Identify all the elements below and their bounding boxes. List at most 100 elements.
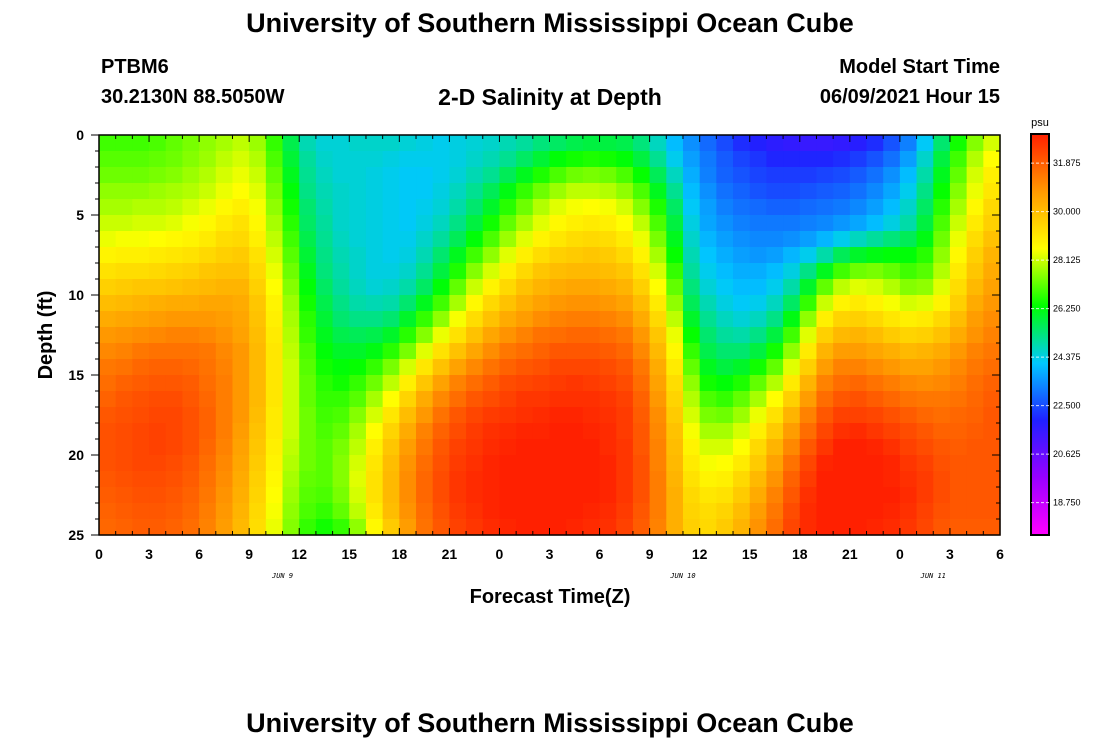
heatmap-cell <box>883 167 901 184</box>
heatmap-cell <box>382 359 400 376</box>
heatmap-cell <box>199 455 217 472</box>
heatmap-cell <box>666 295 684 312</box>
heatmap-cell <box>549 503 567 520</box>
x-tick-label: 3 <box>546 546 554 562</box>
heatmap-cell <box>566 519 584 536</box>
heatmap-cell <box>232 295 250 312</box>
heatmap-cell <box>482 167 501 184</box>
heatmap-cell <box>149 375 167 392</box>
heatmap-cell <box>949 519 968 536</box>
heatmap-cell <box>816 295 834 312</box>
heatmap-cell <box>899 247 918 264</box>
heatmap-cell <box>182 151 200 168</box>
heatmap-cell <box>933 199 951 216</box>
heatmap-cell <box>599 455 617 472</box>
heatmap-cell <box>749 263 768 280</box>
heatmap-cell <box>232 455 250 472</box>
heatmap-cell <box>682 487 701 504</box>
colorbar-tick-label: 26.250 <box>1053 304 1081 314</box>
heatmap-cell <box>566 359 584 376</box>
heatmap-cell <box>716 519 734 536</box>
heatmap-cell <box>566 423 584 440</box>
heatmap-cell <box>299 407 317 424</box>
heatmap-cell <box>933 487 951 504</box>
heatmap-cell <box>599 407 617 424</box>
heatmap-cell <box>165 135 184 152</box>
heatmap-cell <box>933 343 951 360</box>
heatmap-cell <box>399 423 417 440</box>
heatmap-cell <box>566 183 584 200</box>
heatmap-cell <box>799 247 818 264</box>
heatmap-cell <box>482 471 501 488</box>
heatmap-cell <box>966 503 984 520</box>
model-start-label: Model Start Time <box>839 56 1000 78</box>
heatmap-cell <box>749 455 768 472</box>
heatmap-cell <box>315 247 334 264</box>
heatmap-cell <box>866 199 884 216</box>
y-tick-label: 20 <box>68 447 84 463</box>
heatmap-cell <box>349 199 367 216</box>
heatmap-cell <box>499 231 517 248</box>
heatmap-cell <box>265 359 284 376</box>
heatmap-cell <box>733 487 751 504</box>
heatmap-cell <box>232 439 250 456</box>
heatmap-cell <box>649 199 667 216</box>
heatmap-cell <box>449 295 467 312</box>
heatmap-cell <box>849 343 868 360</box>
heatmap-cell <box>733 407 751 424</box>
heatmap-cell <box>282 295 300 312</box>
heatmap-cell <box>949 391 968 408</box>
heatmap-cell <box>466 231 484 248</box>
heatmap-cell <box>749 407 768 424</box>
date-label: JUN 10 <box>669 572 695 580</box>
heatmap-cell <box>115 391 133 408</box>
heatmap-cell <box>949 183 968 200</box>
heatmap-cell <box>532 279 551 296</box>
heatmap-cell <box>783 343 801 360</box>
model-start-value: 06/09/2021 Hour 15 <box>819 86 1000 108</box>
heatmap-cell <box>215 343 234 360</box>
heatmap-cell <box>549 455 567 472</box>
heatmap-cell <box>849 375 868 392</box>
heatmap-cell <box>199 343 217 360</box>
heatmap-cell <box>933 407 951 424</box>
heatmap-cell <box>382 391 400 408</box>
heatmap-cell <box>115 503 133 520</box>
heatmap-cell <box>532 375 551 392</box>
heatmap-cell <box>866 247 884 264</box>
colorbar-tick-label: 22.500 <box>1053 401 1081 411</box>
heatmap-cell <box>299 439 317 456</box>
heatmap-cell <box>849 519 868 536</box>
heatmap-cell <box>199 391 217 408</box>
heatmap-cell <box>182 311 200 328</box>
x-tick-label: 12 <box>291 546 307 562</box>
heatmap-cell <box>499 487 517 504</box>
heatmap-cell <box>649 487 667 504</box>
heatmap-cell <box>282 471 300 488</box>
heatmap-cell <box>566 295 584 312</box>
heatmap-cell <box>933 151 951 168</box>
heatmap-cell <box>149 455 167 472</box>
heatmap-cell <box>783 247 801 264</box>
heatmap-cell <box>149 327 167 344</box>
heatmap-cell <box>149 439 167 456</box>
heatmap-cell <box>916 391 934 408</box>
heatmap-cell <box>299 359 317 376</box>
heatmap-cell <box>532 455 551 472</box>
heatmap-cell <box>582 183 601 200</box>
heatmap-cell <box>549 471 567 488</box>
heatmap-cell <box>265 215 284 232</box>
heatmap-cell <box>249 439 267 456</box>
heatmap-cell <box>682 503 701 520</box>
heatmap-cell <box>132 471 150 488</box>
heatmap-cell <box>382 135 400 152</box>
heatmap-cell <box>716 231 734 248</box>
heatmap-cell <box>382 279 400 296</box>
x-tick-label: 18 <box>392 546 408 562</box>
heatmap-cell <box>149 151 167 168</box>
heatmap-cell <box>265 407 284 424</box>
heatmap-cell <box>132 151 150 168</box>
heatmap-cell <box>566 215 584 232</box>
heatmap-cell <box>649 215 667 232</box>
heatmap-cell <box>699 391 717 408</box>
